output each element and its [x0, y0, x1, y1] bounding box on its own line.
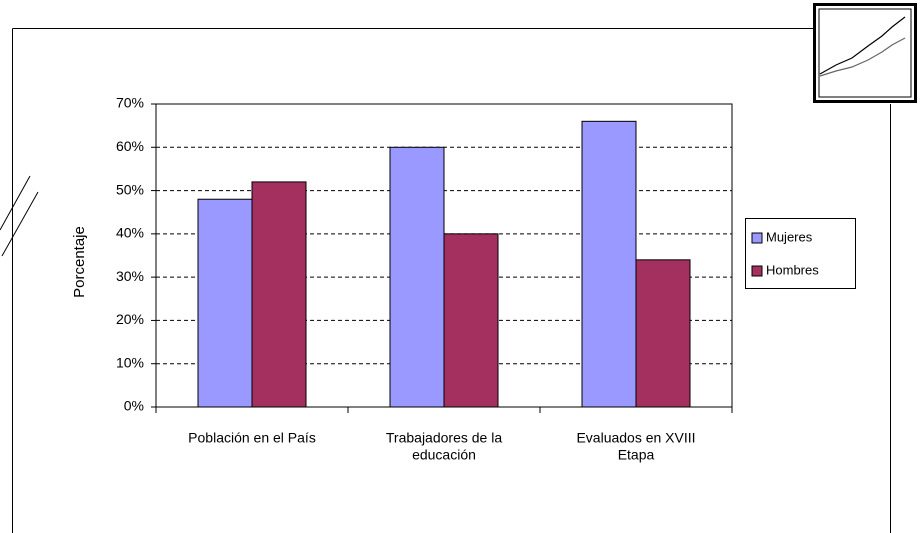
legend-label: Mujeres [766, 229, 813, 244]
y-tick-label: 0% [124, 398, 144, 414]
x-tick-label: Evaluados en XVIII [576, 430, 695, 446]
y-axis-label: Porcentaje [71, 226, 88, 298]
x-tick-label: Trabajadores de la [386, 430, 502, 446]
plot-border [155, 103, 733, 408]
bar [581, 120, 637, 408]
bar [389, 146, 445, 408]
chart-icon [813, 3, 917, 103]
legend-label: Hombres [766, 262, 819, 277]
x-tick-label: Población en el País [188, 430, 316, 446]
legend-swatch [751, 232, 763, 244]
y-tick-label: 10% [116, 354, 144, 370]
x-tick-label: Etapa [618, 447, 655, 463]
bar [635, 259, 691, 408]
y-tick-label: 70% [116, 95, 144, 111]
bar [251, 181, 307, 408]
legend-swatch [751, 265, 763, 277]
x-tick-label: educación [412, 447, 476, 463]
bar [197, 198, 253, 408]
bar [443, 233, 499, 408]
frame [0, 28, 891, 533]
y-tick-label: 20% [116, 311, 144, 327]
y-tick-label: 50% [116, 181, 144, 197]
y-tick-label: 60% [116, 138, 144, 154]
y-tick-label: 40% [116, 225, 144, 241]
y-tick-label: 30% [116, 268, 144, 284]
legend [745, 218, 856, 289]
